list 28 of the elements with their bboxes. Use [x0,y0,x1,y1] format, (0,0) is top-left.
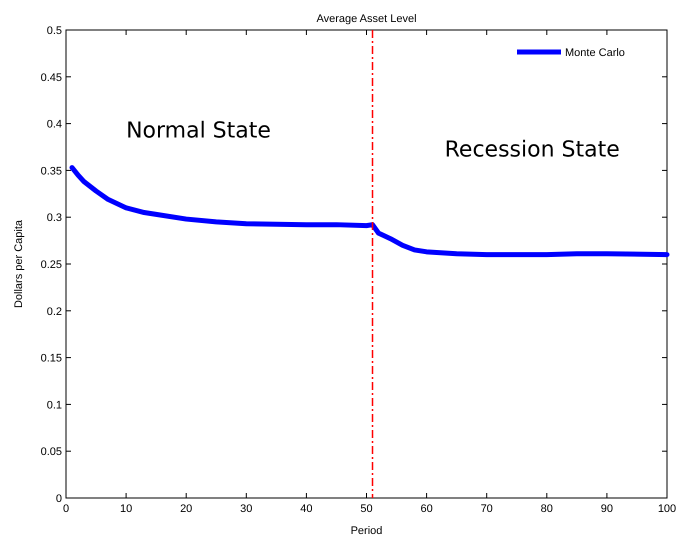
chart-title: Average Asset Level [316,13,417,25]
annotation: Normal State [126,118,271,144]
y-tick-label: 0.15 [40,352,62,365]
x-axis-title: Period [350,525,382,537]
x-tick-label: 100 [658,503,676,515]
y-tick-label: 0.4 [46,118,62,131]
x-tick-label: 90 [600,503,614,515]
y-tick-label: 0.2 [46,306,62,318]
x-tick-label: 50 [360,503,373,515]
x-tick-label: 40 [300,503,313,515]
legend-label: Monte Carlo [565,47,625,59]
x-tick-label: 30 [240,503,252,515]
y-tick-label: 0.3 [46,212,62,224]
y-tick-label: 0.1 [46,399,62,412]
annotation: Recession State [444,137,620,162]
y-tick-label: 0 [56,493,62,505]
x-tick-label: 10 [120,503,132,515]
y-tick-label: 0.35 [40,165,62,178]
x-tick-label: 80 [540,503,553,515]
y-axis-title: Dollars per Capita [13,219,25,308]
x-tick-label: 60 [420,503,433,515]
y-tick-label: 0.5 [46,25,62,37]
y-tick-label: 0.05 [40,446,62,458]
x-tick-label: 70 [480,503,493,515]
y-tick-label: 0.25 [40,259,62,271]
x-tick-label: 0 [62,503,70,515]
x-tick-label: 20 [180,503,192,515]
y-tick-label: 0.45 [40,72,62,84]
